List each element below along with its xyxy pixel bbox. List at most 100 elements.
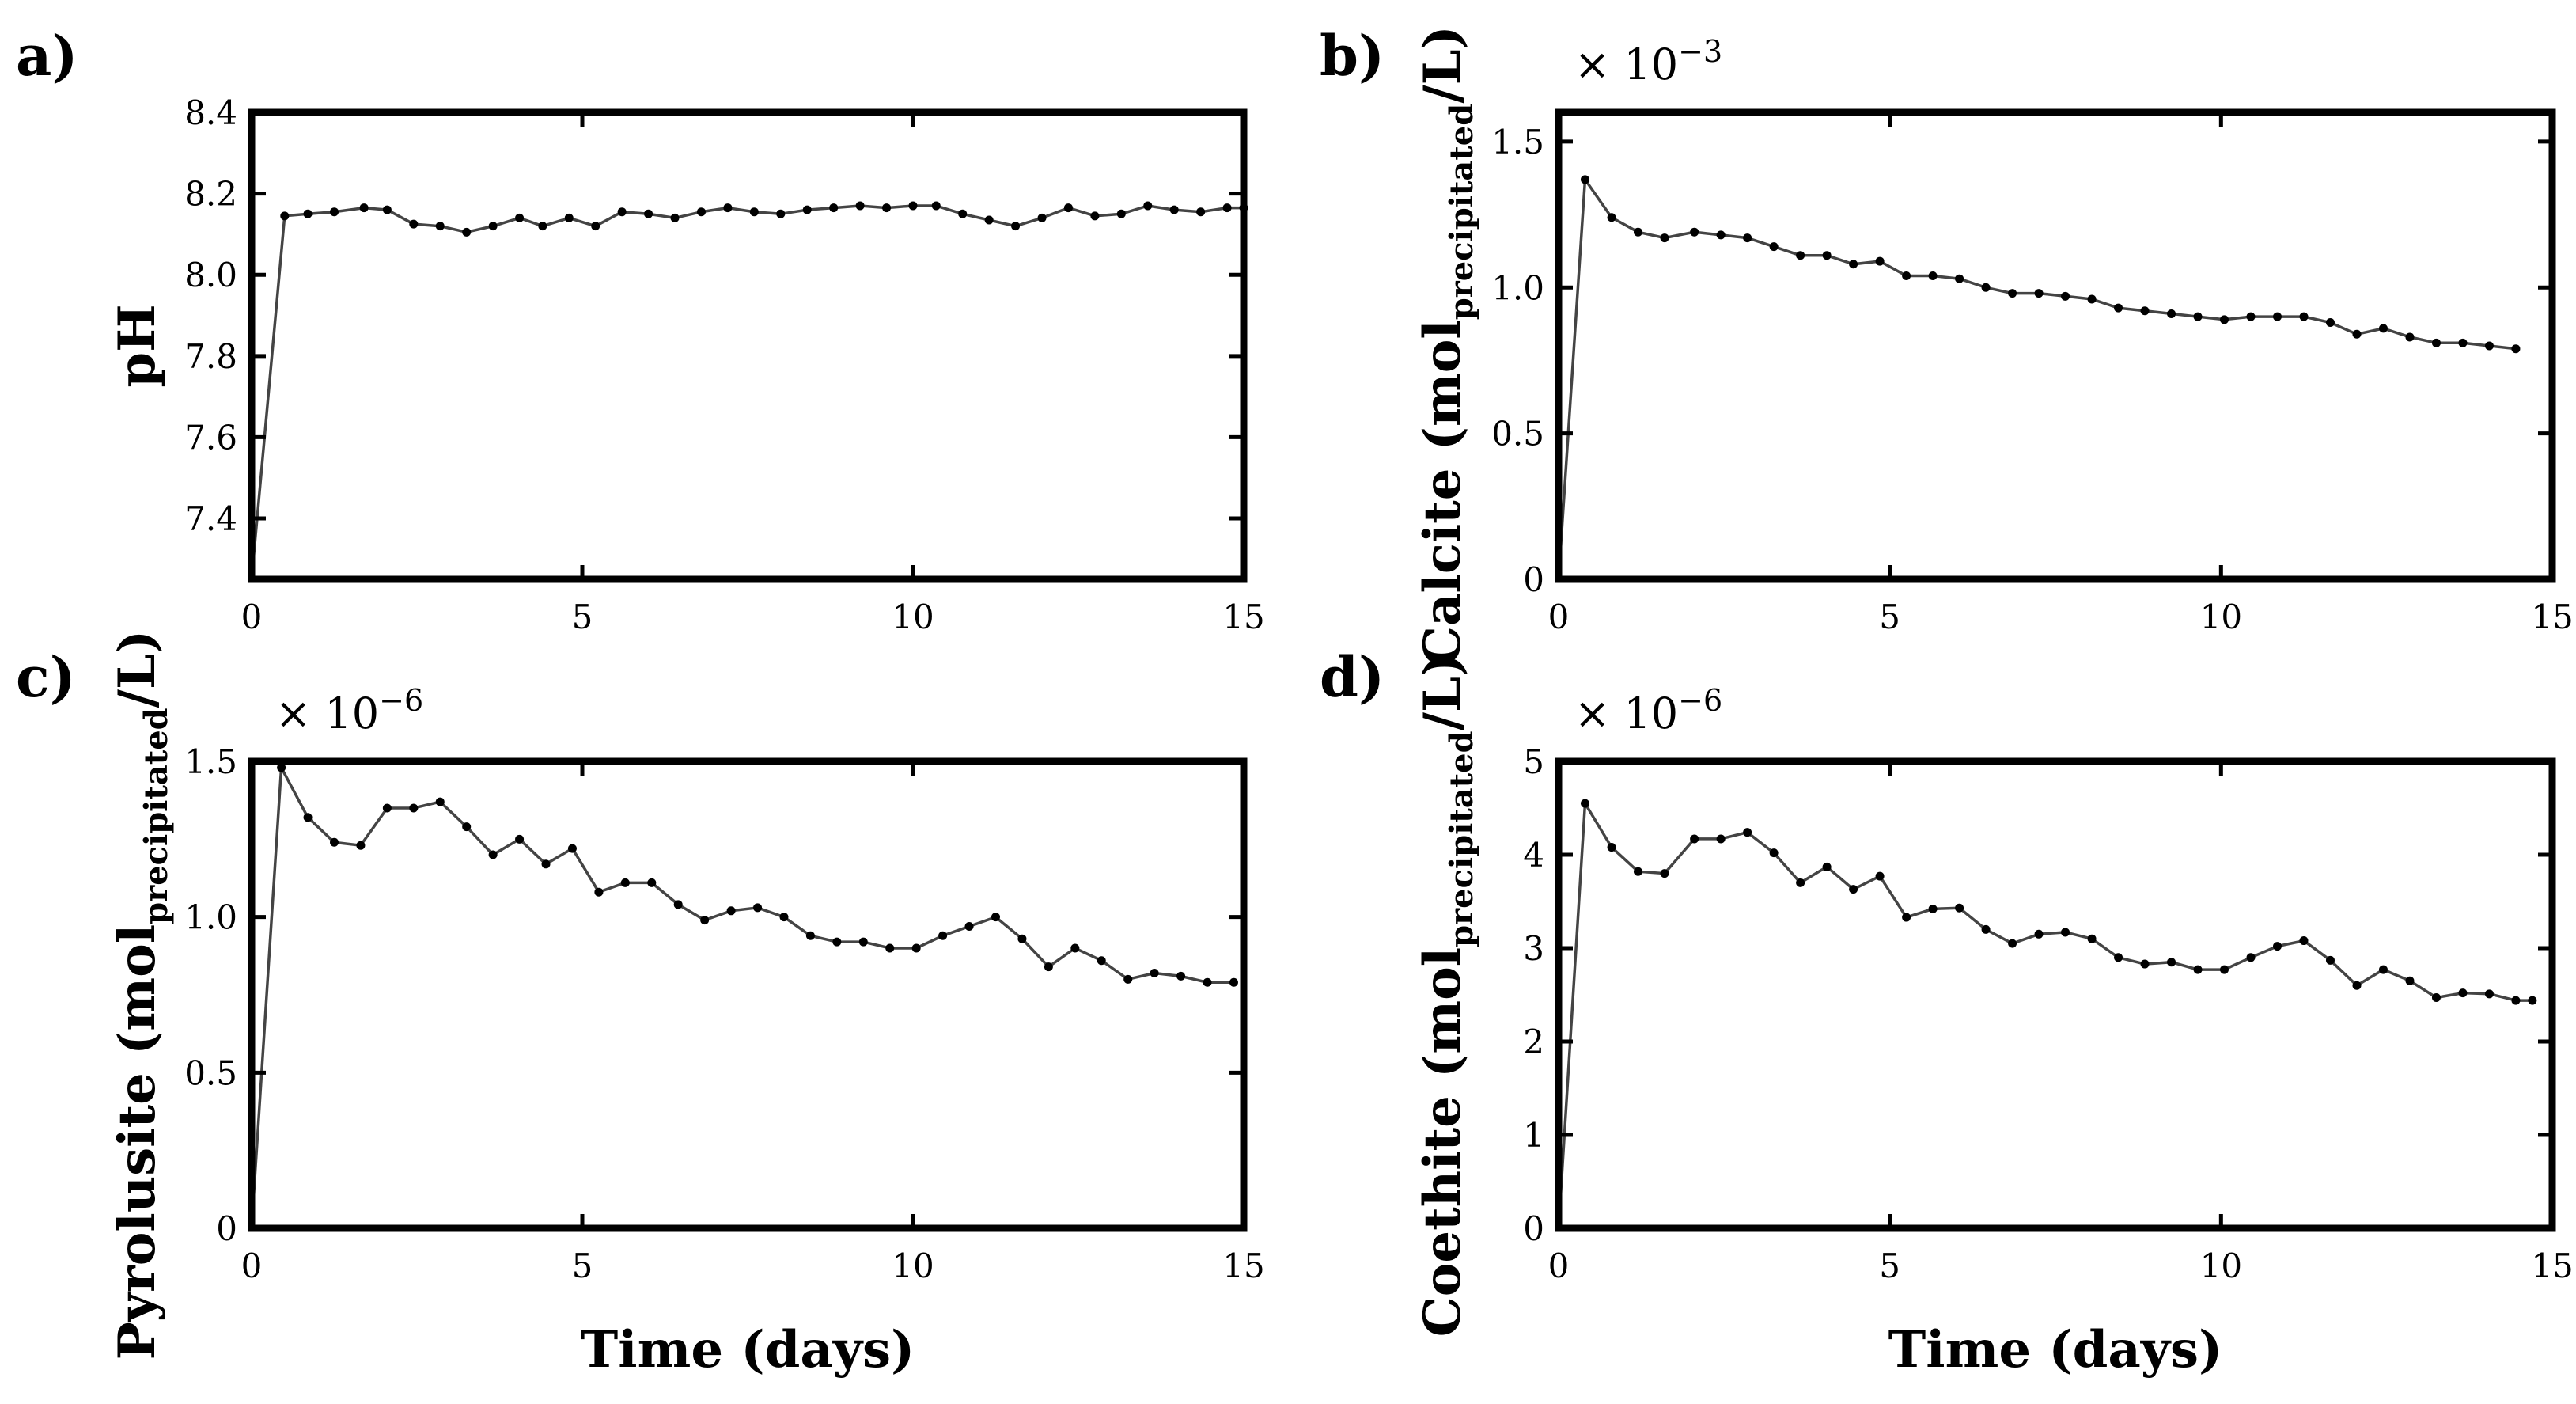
data-point-b-2: [1607, 213, 1616, 222]
x-tick-label-c-1: 5: [572, 1247, 593, 1285]
y-tick-label-d-1: 1: [1523, 1116, 1544, 1155]
data-point-d-18: [2034, 929, 2044, 939]
data-point-a-9: [488, 222, 498, 231]
y-tick-label-b-3: 1.5: [1491, 123, 1544, 161]
x-tick-label-d-0: 0: [1548, 1247, 1570, 1285]
data-point-c-1: [277, 763, 286, 772]
y-tick-label-b-2: 1.0: [1491, 268, 1544, 307]
plot-frame-c: [248, 757, 1248, 1232]
data-point-b-32: [2405, 332, 2415, 342]
data-point-b-15: [1955, 274, 1964, 283]
y-tick-label-d-5: 5: [1523, 742, 1544, 781]
data-point-c-33: [1123, 974, 1133, 984]
data-point-a-35: [1169, 205, 1179, 214]
data-point-a-21: [802, 205, 812, 214]
data-point-d-32: [2405, 976, 2415, 985]
data-point-b-26: [2246, 312, 2256, 321]
y-tick-label-d-0: 0: [1523, 1209, 1544, 1248]
data-point-c-14: [620, 878, 630, 887]
data-point-b-35: [2484, 341, 2494, 351]
data-point-d-16: [1981, 924, 1991, 934]
data-point-b-27: [2273, 312, 2282, 321]
data-point-d-2: [1607, 843, 1616, 852]
panel-c: c) × 10−6 0 5 10 15 0 0.5 1.0 1.5 Time (days) Pyrol…: [16, 630, 1265, 1379]
data-point-c-20: [779, 913, 789, 922]
data-point-d-29: [2325, 955, 2335, 965]
data-point-a-14: [617, 207, 627, 217]
data-point-d-20: [2087, 934, 2097, 943]
data-point-c-8: [462, 822, 472, 832]
data-point-d-12: [1875, 871, 1885, 881]
data-point-a-24: [882, 203, 892, 213]
data-point-d-7: [1743, 828, 1752, 837]
data-point-a-2: [303, 209, 313, 218]
data-point-c-24: [885, 943, 895, 953]
data-point-b-23: [2167, 309, 2176, 318]
data-point-a-6: [409, 219, 419, 229]
x-tick-label-c-3: 15: [1222, 1247, 1264, 1285]
data-point-d-28: [2299, 936, 2309, 946]
data-point-b-11: [1849, 260, 1858, 269]
data-point-a-27: [958, 209, 968, 218]
data-point-a-7: [435, 222, 445, 231]
panel-label-b: b): [1320, 23, 1385, 89]
data-point-c-25: [911, 943, 921, 953]
data-point-b-17: [2008, 289, 2017, 298]
data-point-d-22: [2140, 959, 2150, 969]
data-point-c-15: [647, 878, 657, 887]
data-point-b-7: [1743, 233, 1752, 243]
x-tick-label-a-3: 15: [1222, 598, 1264, 636]
panel-label-a: a): [16, 23, 78, 89]
data-point-d-33: [2431, 993, 2441, 1003]
y-tick-label-a-3: 8.0: [184, 256, 237, 294]
axis-multiplier-d: × 10−6: [1574, 683, 1722, 738]
data-point-b-19: [2061, 291, 2070, 301]
data-point-c-18: [726, 906, 736, 916]
panel-label-c: c): [16, 644, 76, 710]
data-point-c-21: [805, 931, 815, 940]
plot-frame-b: [1555, 108, 2556, 583]
x-tick-label-d-2: 10: [2200, 1247, 2242, 1285]
series-line-c: [250, 762, 1234, 1229]
data-point-c-34: [1150, 968, 1159, 977]
data-point-b-14: [1928, 271, 1938, 280]
y-tick-label-c-3: 1.5: [184, 742, 237, 781]
data-point-b-30: [2352, 329, 2362, 339]
data-point-c-5: [382, 803, 392, 813]
data-point-c-19: [753, 903, 763, 913]
axis-multiplier-b: × 10−3: [1574, 34, 1722, 89]
data-point-b-22: [2140, 306, 2150, 316]
data-point-c-3: [330, 837, 339, 847]
data-point-b-24: [2193, 312, 2203, 321]
data-point-b-34: [2458, 338, 2468, 347]
x-tick-label-a-0: 0: [241, 598, 263, 636]
y-tick-label-a-0: 7.4: [184, 499, 237, 538]
data-point-a-25: [908, 201, 918, 211]
data-point-d-15: [1955, 903, 1964, 913]
data-point-c-32: [1097, 956, 1106, 966]
data-point-d-36: [2511, 996, 2521, 1005]
data-point-a-8: [462, 227, 472, 237]
data-point-a-28: [984, 215, 994, 225]
x-tick-label-a-1: 5: [572, 598, 593, 636]
data-point-d-24: [2193, 965, 2203, 974]
y-axis-label-b: Calcite (molprecipitated/L): [1413, 25, 1480, 666]
data-point-c-12: [567, 844, 577, 853]
data-point-b-8: [1769, 242, 1779, 252]
data-point-d-3: [1633, 867, 1642, 876]
x-tick-label-c-0: 0: [241, 1247, 263, 1285]
data-point-c-27: [964, 921, 974, 931]
data-point-b-36: [2511, 344, 2521, 354]
data-point-b-6: [1716, 230, 1726, 240]
data-point-c-9: [488, 850, 498, 859]
data-point-b-18: [2034, 289, 2044, 298]
data-point-a-20: [776, 209, 786, 218]
data-point-a-5: [382, 205, 392, 214]
data-point-b-28: [2299, 312, 2309, 321]
data-point-a-31: [1063, 203, 1073, 213]
y-tick-label-c-2: 1.0: [184, 898, 237, 937]
data-point-c-30: [1044, 962, 1053, 972]
series-line-b: [1557, 175, 2517, 580]
panel-label-d: d): [1320, 644, 1385, 710]
